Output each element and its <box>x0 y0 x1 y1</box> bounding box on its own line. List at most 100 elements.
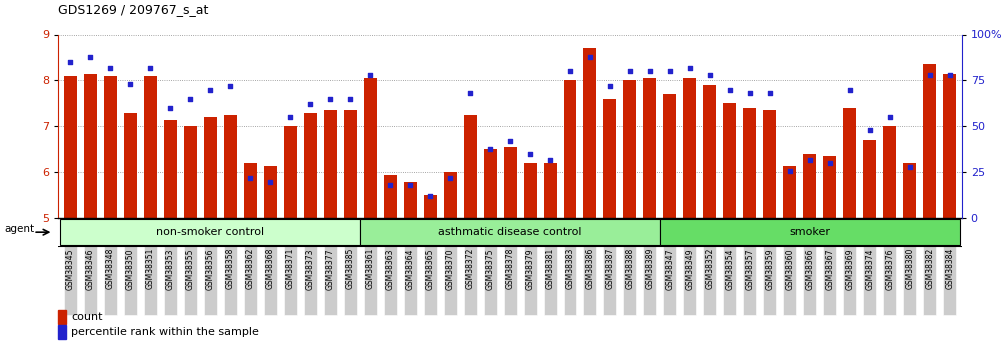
Bar <box>104 246 117 315</box>
Bar <box>343 246 356 315</box>
Bar <box>463 115 476 218</box>
Point <box>781 168 798 173</box>
Bar <box>104 76 117 218</box>
Bar <box>483 149 496 218</box>
Point <box>83 54 99 59</box>
Bar <box>863 246 876 315</box>
Bar <box>404 181 417 218</box>
Bar <box>863 140 876 218</box>
Text: GSM38385: GSM38385 <box>345 248 354 289</box>
Bar <box>583 48 596 218</box>
Bar <box>244 163 257 218</box>
Bar <box>264 166 277 218</box>
Point <box>522 151 538 157</box>
Bar <box>944 73 957 218</box>
Point <box>761 91 777 96</box>
Bar <box>643 246 657 315</box>
Text: GSM38368: GSM38368 <box>266 248 275 289</box>
FancyBboxPatch shape <box>660 219 960 245</box>
Point <box>262 179 278 184</box>
Bar <box>444 172 456 218</box>
Bar <box>384 246 397 315</box>
Bar <box>144 76 157 218</box>
Bar <box>704 246 716 315</box>
Point <box>882 115 898 120</box>
Bar <box>763 246 776 315</box>
Bar <box>224 246 237 315</box>
Point <box>562 69 578 74</box>
Text: GSM38345: GSM38345 <box>65 248 75 289</box>
Bar <box>883 126 896 218</box>
Bar <box>544 246 557 315</box>
Bar <box>84 246 97 315</box>
Bar <box>684 246 697 315</box>
Bar <box>643 78 657 218</box>
Bar <box>583 246 596 315</box>
Point <box>622 69 638 74</box>
Text: GSM38387: GSM38387 <box>605 248 614 289</box>
Text: GSM38356: GSM38356 <box>205 248 214 289</box>
Text: non-smoker control: non-smoker control <box>156 227 265 237</box>
Point <box>422 194 438 199</box>
Text: GSM38382: GSM38382 <box>925 248 934 289</box>
Bar <box>124 113 137 218</box>
Point <box>322 96 338 102</box>
Bar <box>424 195 437 218</box>
Bar <box>603 246 616 315</box>
Point <box>162 105 178 111</box>
Text: GSM38349: GSM38349 <box>686 248 695 289</box>
Bar <box>463 246 476 315</box>
Bar <box>923 246 937 315</box>
Text: GSM38369: GSM38369 <box>845 248 854 289</box>
Point <box>862 127 878 133</box>
Text: GSM38380: GSM38380 <box>905 248 914 289</box>
Bar <box>424 246 437 315</box>
Point <box>62 59 79 65</box>
Bar <box>343 110 356 218</box>
Bar <box>804 154 817 218</box>
Text: GSM38372: GSM38372 <box>465 248 474 289</box>
Bar <box>323 110 336 218</box>
Text: GSM38378: GSM38378 <box>506 248 515 289</box>
Point <box>402 183 418 188</box>
Bar <box>184 246 196 315</box>
Bar <box>623 246 636 315</box>
Text: GSM38370: GSM38370 <box>445 248 454 289</box>
Bar <box>804 246 817 315</box>
Text: GSM38347: GSM38347 <box>666 248 675 289</box>
Point <box>802 157 818 162</box>
Text: GSM38346: GSM38346 <box>86 248 95 289</box>
Text: GSM38373: GSM38373 <box>306 248 315 289</box>
Text: GSM38365: GSM38365 <box>426 248 435 289</box>
Text: GSM38362: GSM38362 <box>246 248 255 289</box>
Text: GSM38386: GSM38386 <box>585 248 594 289</box>
Point <box>202 87 219 92</box>
Text: GSM38358: GSM38358 <box>226 248 235 289</box>
Bar <box>824 156 836 218</box>
Bar <box>883 246 896 315</box>
Text: GDS1269 / 209767_s_at: GDS1269 / 209767_s_at <box>58 3 208 17</box>
Point <box>182 96 198 102</box>
Point <box>243 175 259 181</box>
Bar <box>63 246 77 315</box>
Text: GSM38375: GSM38375 <box>485 248 494 289</box>
Point <box>482 146 498 151</box>
Point <box>842 87 858 92</box>
Point <box>822 160 838 166</box>
Text: GSM38379: GSM38379 <box>526 248 535 289</box>
Text: GSM38389: GSM38389 <box>645 248 655 289</box>
Bar <box>524 163 537 218</box>
Point <box>602 83 618 89</box>
Text: GSM38351: GSM38351 <box>146 248 155 289</box>
Text: GSM38384: GSM38384 <box>946 248 955 289</box>
Text: percentile rank within the sample: percentile rank within the sample <box>71 327 260 337</box>
Bar <box>763 110 776 218</box>
Point <box>442 175 458 181</box>
Bar <box>544 163 557 218</box>
Text: count: count <box>71 312 103 322</box>
Bar <box>364 78 377 218</box>
Point <box>942 72 958 78</box>
Point <box>282 115 298 120</box>
Text: GSM38355: GSM38355 <box>186 248 194 289</box>
Text: smoker: smoker <box>789 227 831 237</box>
